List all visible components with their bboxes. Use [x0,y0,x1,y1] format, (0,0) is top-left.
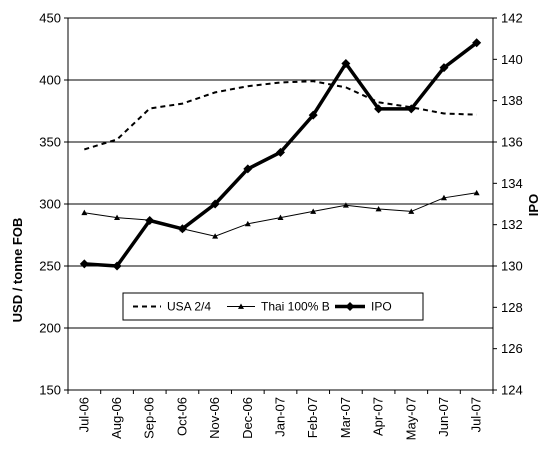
y2-tick-label: 124 [501,383,523,398]
y-tick-label: 400 [39,73,61,88]
data-point [243,164,253,174]
legend-label: Thai 100% B [261,300,330,314]
data-point [342,202,349,208]
legend: USA 2/4 Thai 100% B IPO [122,292,424,321]
y2-tick-label: 142 [501,11,523,26]
x-tick-label: Mar-07 [338,397,353,438]
y-axis-label: USD / tonne FOB [10,218,25,323]
data-point [210,199,220,209]
data-point [374,104,384,114]
legend-item: IPO [335,300,392,314]
data-point [375,205,382,212]
y2-tick-label: 128 [501,300,523,315]
x-tick-label: Jan-07 [273,397,288,437]
legend-label: USA 2/4 [167,300,211,314]
data-point [238,303,244,309]
data-point [244,220,251,227]
series-layer [79,38,482,271]
data-point [212,233,219,239]
left-axis: 150 200 250 300 350 400 450 [39,11,68,398]
y2-tick-label: 136 [501,135,523,150]
data-point [472,38,482,48]
data-point [310,208,317,214]
data-point [406,104,416,114]
data-point [408,208,415,214]
series-usa-2-4 [84,80,477,151]
x-tick-label: Jun-07 [436,397,451,437]
y2-tick-label: 126 [501,341,523,356]
data-point [276,147,285,157]
legend-box [122,292,424,321]
y-tick-label: 350 [39,135,61,150]
y2-axis-label: IPO [526,194,541,216]
x-axis: Jul-06 Aug-06 Sep-06 Oct-06 Nov-06 Dec-06 Jan-… [67,390,494,440]
data-point [345,302,355,311]
data-point [112,261,122,271]
data-point [81,209,88,216]
y-tick-label: 450 [39,11,61,26]
x-tick-label: Apr-07 [371,397,386,436]
y-tick-label: 200 [39,321,61,336]
data-point [473,189,480,196]
y-tick-label: 250 [39,259,61,274]
x-tick-label: Jul-07 [469,397,484,432]
data-point [341,58,351,68]
x-tick-label: Feb-07 [305,397,320,438]
right-axis: 124 126 128 130 132 134 136 138 140 142 [493,11,523,398]
y2-tick-label: 132 [501,217,523,232]
data-point [277,214,284,221]
y-tick-label: 150 [39,383,61,398]
data-point [439,63,449,73]
y2-tick-label: 140 [501,52,523,67]
x-tick-label: May-07 [403,397,418,440]
series-line [84,80,477,151]
legend-item: USA 2/4 [133,300,211,314]
y-tick-label: 300 [39,197,61,212]
y2-tick-label: 134 [501,176,523,191]
data-point [145,216,155,226]
data-point [79,259,89,269]
x-tick-label: Oct-06 [174,397,189,436]
x-tick-label: Sep-06 [142,397,157,439]
data-point [177,224,187,234]
x-tick-label: Nov-06 [207,397,222,439]
y2-tick-label: 138 [501,93,523,108]
x-tick-label: Dec-06 [240,397,255,439]
legend-item: Thai 100% B [227,300,330,314]
data-point [440,194,447,201]
data-point [308,110,318,120]
data-point [114,214,121,221]
y2-tick-label: 130 [501,259,523,274]
x-tick-label: Aug-06 [109,397,124,439]
gridlines [68,79,493,329]
series-ipo [79,38,482,271]
x-tick-label: Jul-06 [76,397,91,432]
legend-label: IPO [371,300,392,314]
